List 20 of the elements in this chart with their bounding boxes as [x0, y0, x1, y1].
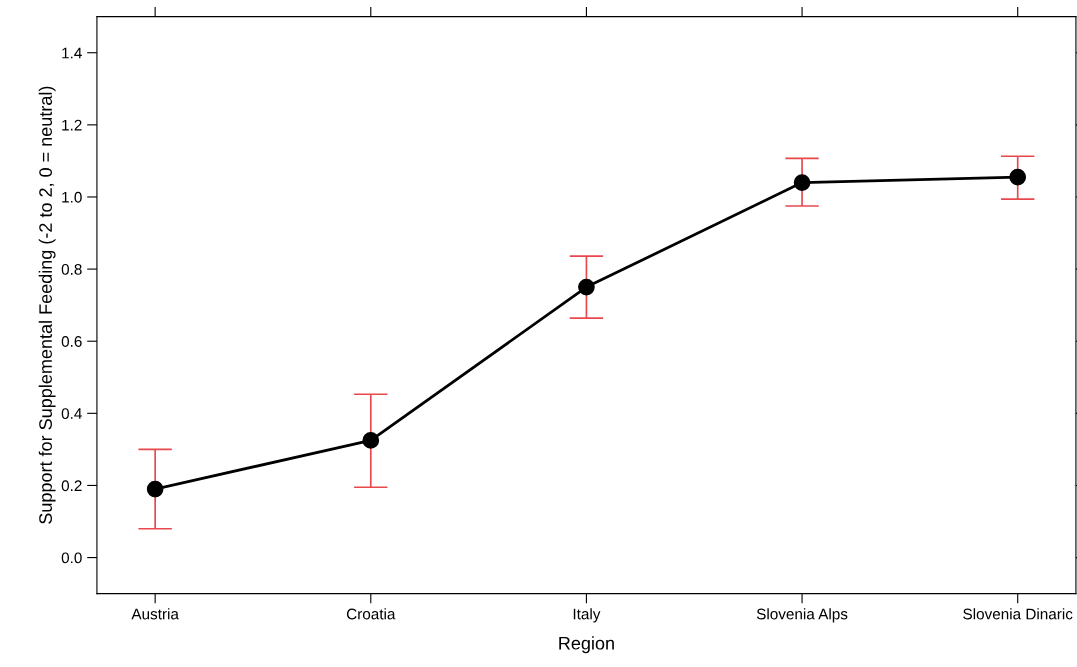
y-tick-label: 0.2 — [61, 480, 82, 492]
y-tick-label: 0.4 — [61, 408, 82, 420]
y-tick-label: 0.0 — [61, 552, 82, 564]
x-axis-title: Region — [559, 636, 614, 654]
x-tick-label: Italy — [573, 608, 601, 623]
point — [793, 174, 811, 191]
x-tick-label: Slovenia Alps — [756, 608, 848, 623]
y-tick-label: 1.2 — [62, 119, 82, 131]
point — [1009, 168, 1027, 186]
x-tick-label: Croatia — [346, 608, 396, 620]
x-tick-label: Austria — [131, 608, 179, 620]
point — [362, 432, 380, 449]
point — [578, 278, 595, 296]
y-tick-label: 1.4 — [62, 47, 82, 59]
y-tick-label: 0.8 — [61, 263, 82, 275]
x-tick-label: Slovenia Dinaric — [963, 608, 1073, 620]
y-tick-label: 1.0 — [62, 191, 82, 203]
y-tick-label: 0.6 — [61, 336, 82, 347]
point — [146, 480, 164, 498]
y-axis-title: Support for Supplemental Feeding (-2 to 2, 0 = neutral) — [38, 86, 56, 524]
